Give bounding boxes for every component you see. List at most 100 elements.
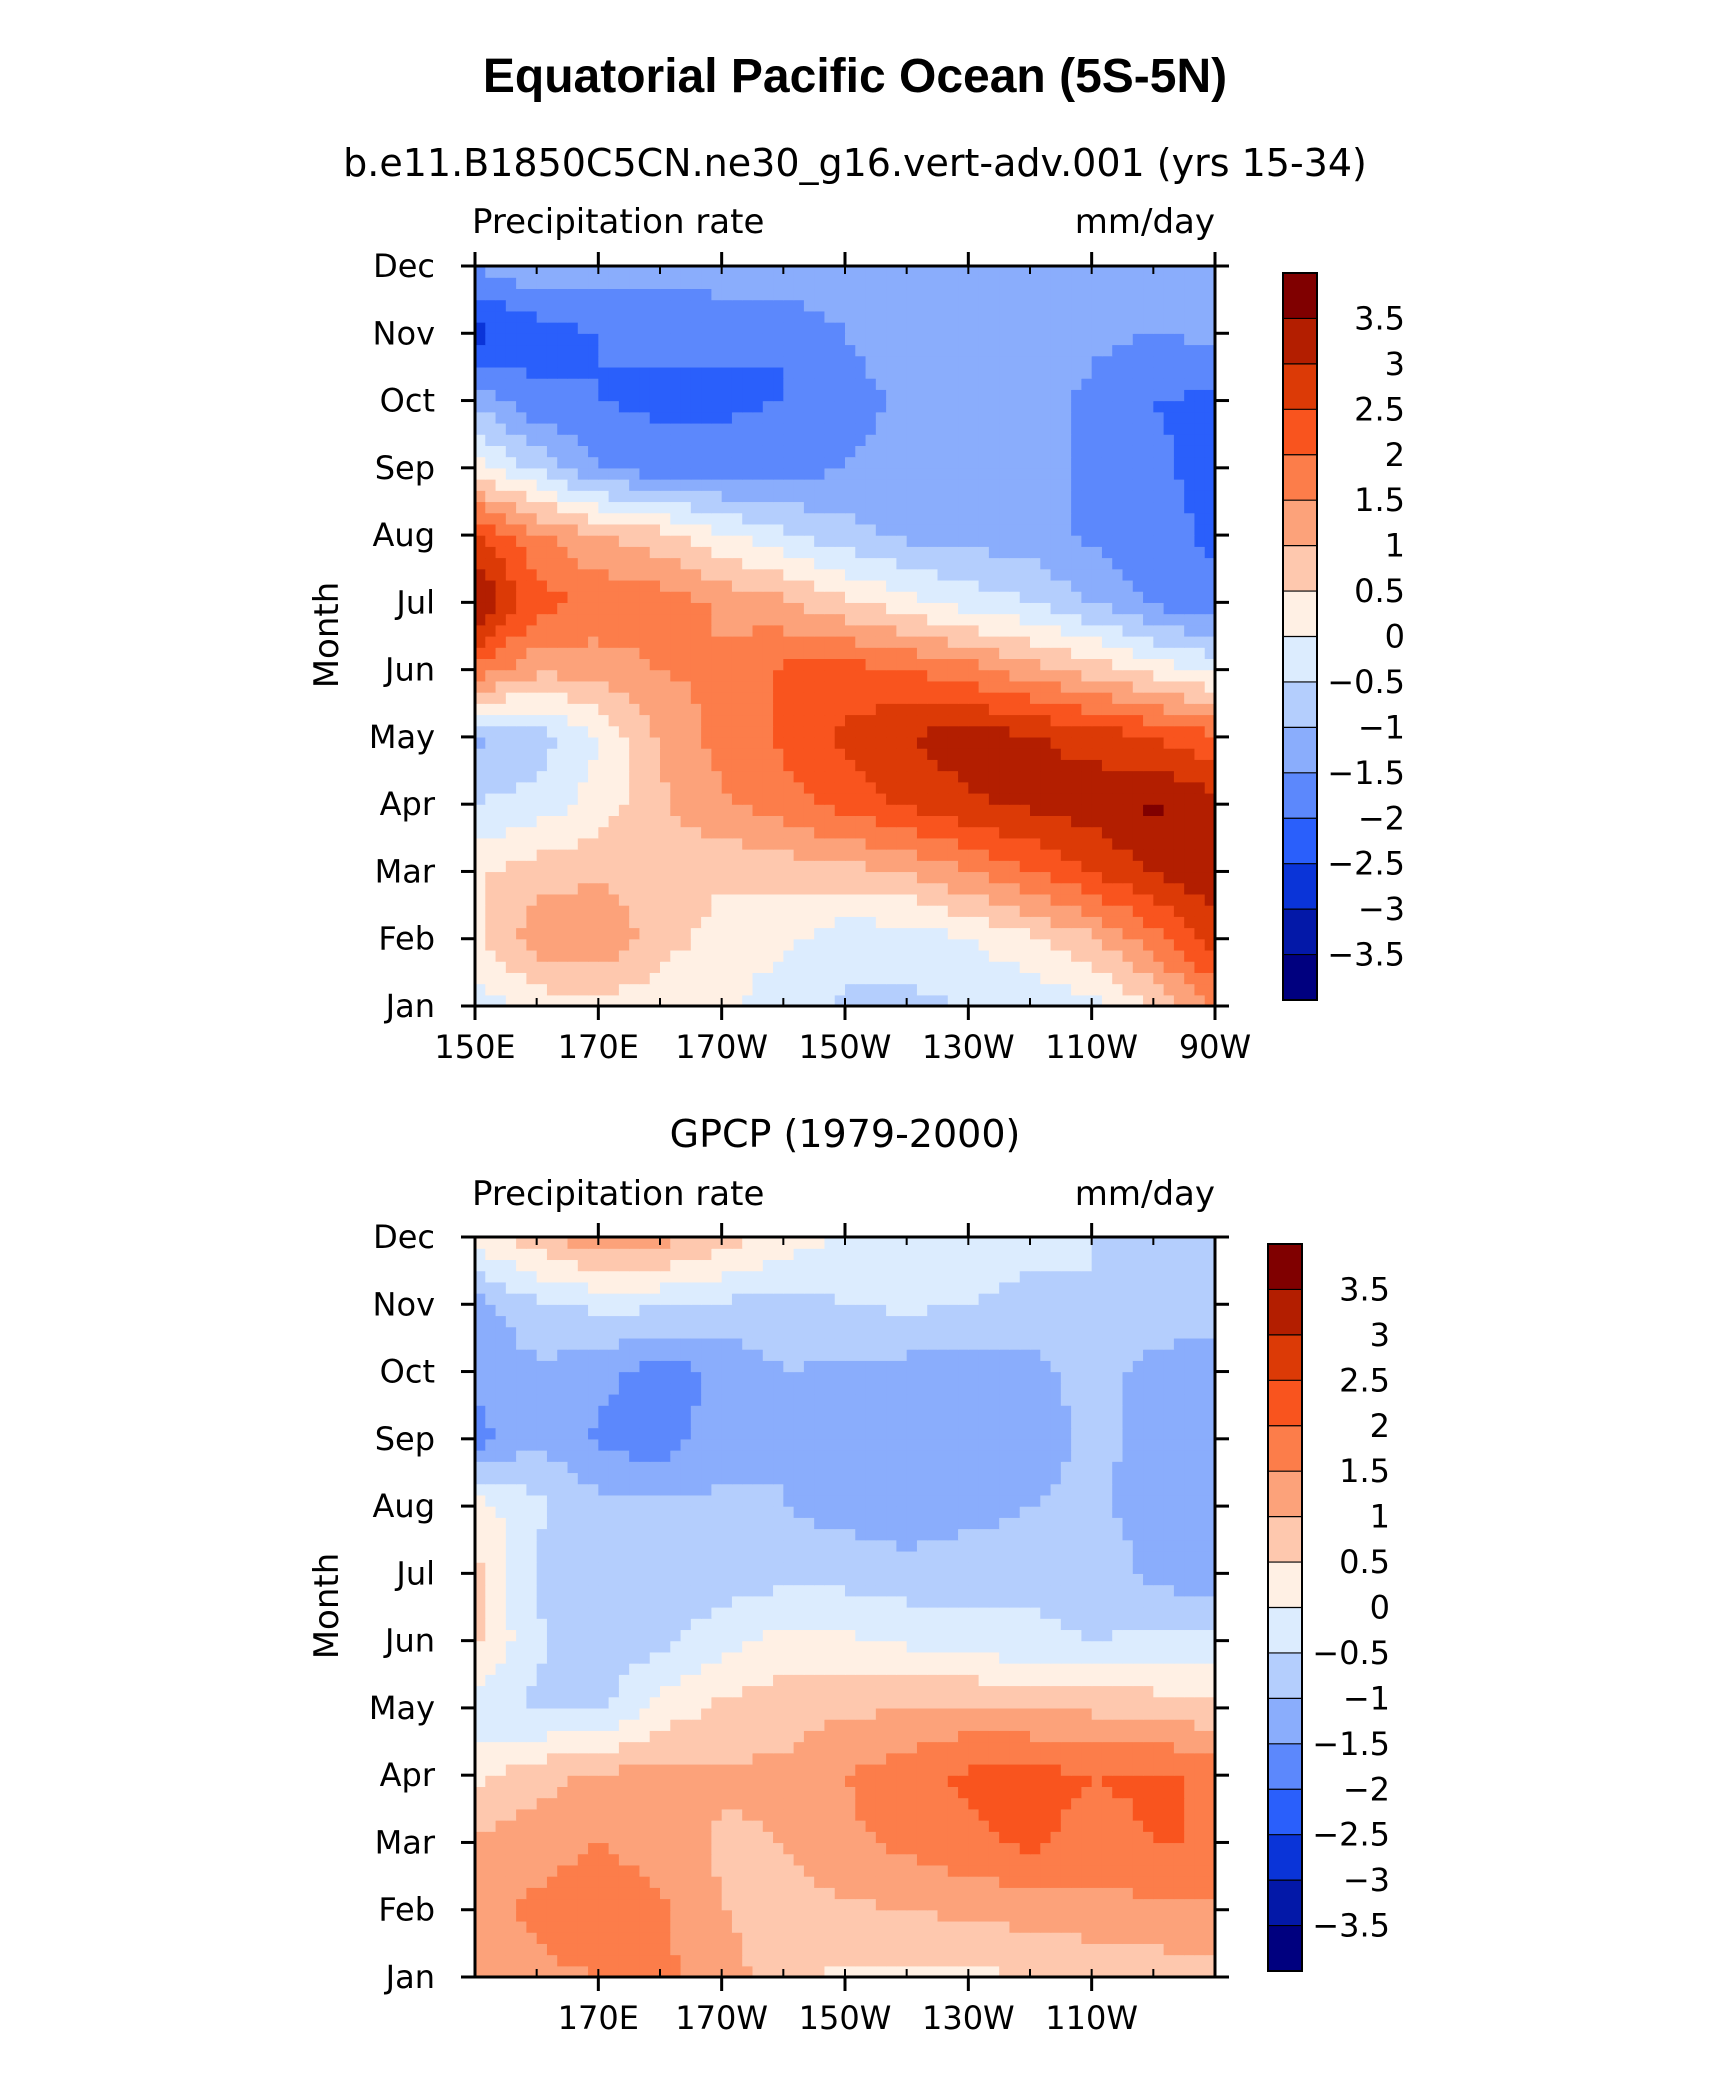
panel-model-cell xyxy=(660,893,671,906)
panel-model-cell xyxy=(536,647,548,660)
panel-model-cell xyxy=(906,770,918,783)
panel-model-cell xyxy=(937,389,949,402)
panel-model-cell xyxy=(649,725,661,738)
panel-model-cell xyxy=(618,501,630,514)
panel-model-cell xyxy=(865,378,877,390)
panel-model-cell xyxy=(752,781,764,794)
panel-model-cell xyxy=(1019,636,1031,648)
panel-model-cell xyxy=(567,535,579,547)
panel-model-cell xyxy=(649,882,661,895)
panel-model-cell xyxy=(1173,266,1185,278)
panel-model-cell xyxy=(1143,759,1154,772)
panel-model-cell xyxy=(752,849,764,861)
panel-model-cell xyxy=(927,479,939,491)
panel-model-cell xyxy=(629,422,641,435)
panel-model-cell xyxy=(485,983,497,996)
panel-model-cell xyxy=(1204,310,1216,323)
panel-model-cell xyxy=(516,579,527,592)
panel-model-cell xyxy=(505,860,517,873)
panel-model-cell xyxy=(1194,277,1206,290)
panel-model-cell xyxy=(505,322,517,334)
panel-model-cell xyxy=(577,725,589,738)
panel-model-cell xyxy=(793,467,805,480)
panel-model-cell xyxy=(721,994,733,1007)
panel-model-cell xyxy=(505,613,517,626)
panel-model-cell xyxy=(845,949,856,962)
panel-model-cell xyxy=(505,299,517,312)
panel-model-cell xyxy=(690,680,702,693)
panel-model-cell xyxy=(557,826,569,839)
panel-model-cell xyxy=(1081,434,1093,446)
panel-model-cell xyxy=(834,344,846,357)
panel-model-cell xyxy=(608,860,620,873)
panel-model-cell xyxy=(896,961,908,973)
panel-model-cell xyxy=(1009,636,1021,648)
panel-model-cell xyxy=(824,703,836,716)
panel-model-cell xyxy=(1060,860,1072,873)
panel-model-cell xyxy=(536,860,548,873)
panel-model-cell xyxy=(1173,905,1185,917)
panel-model-cell xyxy=(608,636,620,648)
panel-model-cell xyxy=(865,613,877,626)
panel-model-cell xyxy=(875,400,887,413)
panel-model-cell xyxy=(731,770,743,783)
panel-model-cell xyxy=(927,378,939,390)
panel-model-cell xyxy=(1091,669,1103,682)
panel-model-cell xyxy=(526,905,538,917)
panel-model-cell xyxy=(629,490,641,503)
panel-model-cell xyxy=(680,613,692,626)
panel-model-cell xyxy=(1112,467,1124,480)
panel-model-cell xyxy=(618,849,630,861)
panel-model-cell xyxy=(1030,658,1041,671)
panel-model-cell xyxy=(495,804,507,816)
panel-model-cell xyxy=(834,400,846,413)
panel-model-cell xyxy=(834,994,846,1007)
panel-model-cell xyxy=(577,479,589,491)
panel-model-cell xyxy=(968,692,980,704)
panel-gpcp-cell xyxy=(1081,1954,1093,1967)
panel-model-cell xyxy=(1040,927,1052,940)
panel-model-cell xyxy=(916,523,928,536)
panel-model-cell xyxy=(1071,389,1082,402)
panel-model-cell xyxy=(773,355,784,368)
panel-gpcp-cell xyxy=(639,1954,651,1967)
panel-model-cell xyxy=(999,355,1011,368)
panel-model-cell xyxy=(629,759,641,772)
panel-model-cell xyxy=(937,905,949,917)
panel-model-cell xyxy=(639,624,651,637)
panel-model-cell xyxy=(649,692,661,704)
panel-model-cell xyxy=(773,871,784,884)
panel-model-cell xyxy=(629,523,641,536)
panel-model-cell xyxy=(927,422,939,435)
panel-model-cell xyxy=(834,636,846,648)
panel-model-cell xyxy=(1030,826,1041,839)
panel-model-cell xyxy=(505,591,517,603)
panel-model-cell xyxy=(557,535,569,547)
panel-model-cell xyxy=(834,299,846,312)
panel-model-cell xyxy=(988,445,1000,458)
panel-model-cell xyxy=(1101,422,1113,435)
panel-model-cell xyxy=(896,400,908,413)
panel-model-cell xyxy=(1143,266,1154,278)
panel-model-cell xyxy=(608,266,620,278)
panel-model-cell xyxy=(1060,804,1072,816)
panel-model-cell xyxy=(1009,366,1021,379)
panel-model-cell xyxy=(762,400,774,413)
panel-model-cell xyxy=(1050,479,1062,491)
panel-model-cell xyxy=(670,266,682,278)
panel-model-cell xyxy=(731,927,743,940)
panel-model-cell xyxy=(1050,860,1062,873)
panel-model-cell xyxy=(701,837,712,850)
panel-model-cell xyxy=(577,512,589,525)
panel-model-cell xyxy=(711,759,723,772)
panel-model-cell xyxy=(475,736,486,749)
panel-model-cell xyxy=(608,736,620,749)
panel-model-cell xyxy=(937,792,949,805)
panel-model-cell xyxy=(896,579,908,592)
panel-model-cell xyxy=(618,602,630,615)
panel-model-cell xyxy=(670,748,682,760)
panel-model-cell xyxy=(546,961,558,973)
panel-model-cell xyxy=(711,815,723,828)
panel-model-cell xyxy=(958,949,969,962)
panel-model-cell xyxy=(536,490,548,503)
